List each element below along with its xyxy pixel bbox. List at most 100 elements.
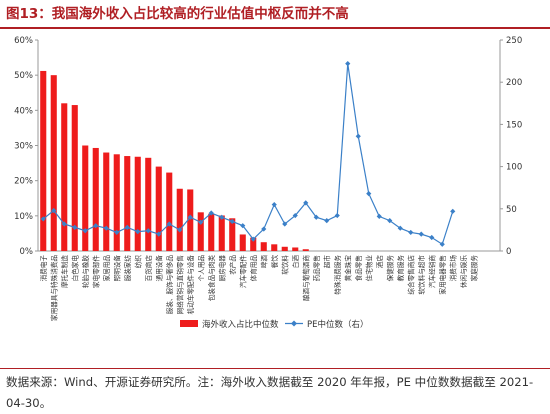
category-label: 厨房电器 [217, 255, 226, 282]
pe-point [429, 234, 435, 241]
bar [166, 172, 173, 251]
pe-point [51, 207, 57, 214]
chart-axes: 0% 10% 20% 30% 40% 50% 60% 0 50 100 150 200 250 [14, 36, 522, 257]
pe-point [397, 225, 403, 231]
pe-point [93, 223, 99, 229]
category-label: 汽车经销商 [427, 255, 436, 288]
category-label: 特殊消费服务 [333, 255, 342, 295]
category-label: 住宅物业 [364, 255, 373, 282]
category-label: 食品零售 [354, 255, 363, 281]
bar [197, 212, 204, 251]
pe-point [366, 191, 372, 197]
legend-bar-label: 海外收入占比中位数 [202, 319, 279, 330]
right-tick-label: 250 [506, 36, 522, 46]
category-label: 轮胎与橡胶 [81, 255, 90, 288]
bar [187, 189, 194, 251]
bar [218, 215, 225, 251]
source-rule [0, 368, 550, 369]
category-label: 保健服务 [385, 255, 394, 282]
pe-point [334, 212, 340, 219]
left-tick-label: 0% [20, 247, 34, 257]
category-label: 百货商店 [144, 255, 153, 282]
bar [145, 157, 152, 251]
category-label: 黄金珠宝 [343, 255, 352, 282]
category-label: 综合零售商店 [406, 255, 415, 295]
bar [92, 147, 99, 251]
bar [124, 156, 131, 251]
bar-series [40, 70, 309, 252]
category-label: 通用设备 [154, 255, 163, 282]
category-label: 体育用品 [249, 255, 258, 282]
category-label: 酒店 [375, 255, 384, 269]
bar [155, 166, 162, 251]
category-label: 网络营销与直销零售 [175, 255, 184, 314]
category-label: 家用电器零售 [438, 255, 447, 295]
pe-point [187, 214, 193, 220]
pe-point [177, 227, 183, 233]
category-label: 机动车零配件与设备 [186, 255, 195, 315]
pe-point [103, 225, 109, 231]
bar [208, 213, 215, 251]
category-label: 农产品 [228, 255, 237, 275]
category-label: 餐饮 [270, 255, 279, 269]
pe-point [313, 214, 319, 220]
bar [176, 188, 183, 251]
right-tick-label: 50 [506, 205, 517, 215]
category-label: 白酒 [291, 255, 300, 269]
source-note: 数据来源：Wind、开源证券研究所。注：海外收入数据截至 2020 年年报，PE… [6, 375, 534, 410]
pe-point [166, 221, 172, 227]
right-tick-label: 100 [506, 163, 522, 173]
pe-point [387, 218, 393, 224]
category-label: 汽车零配件 [238, 255, 247, 288]
right-tick-label: 150 [506, 120, 522, 130]
bar [292, 247, 299, 251]
figure-title: 图13：我国海外收入占比较高的行业估值中枢反而并不高 [6, 6, 349, 22]
bar [281, 246, 288, 251]
left-tick-label: 40% [14, 106, 33, 116]
line-series [40, 61, 456, 247]
bar [229, 218, 236, 251]
pe-point [145, 228, 151, 234]
category-label: 纺织 [133, 255, 142, 269]
bar [71, 105, 78, 251]
category-label: 软饮料 [280, 255, 289, 275]
pe-point [208, 210, 214, 216]
pe-point [72, 224, 78, 230]
pe-point [408, 229, 414, 236]
category-label: 教育服务 [396, 255, 405, 282]
category-label: 酿酒与葡萄酒商 [301, 255, 310, 302]
bar [40, 70, 47, 252]
pe-point [292, 212, 298, 219]
bar [271, 244, 278, 251]
category-label: 家用器具与特殊消费品 [49, 255, 58, 321]
bar [61, 103, 68, 251]
category-label: 休闲与娱乐 [459, 255, 468, 288]
bar [134, 156, 141, 251]
pe-point [261, 226, 267, 232]
chart: 0% 10% 20% 30% 40% 50% 60% 0 50 100 150 200 250 消费电子… [14, 36, 522, 330]
category-label: 照明设备 [112, 255, 121, 282]
left-tick-label: 10% [14, 212, 33, 222]
legend-line-marker [291, 320, 297, 327]
category-label: 家庭服务 [469, 255, 478, 282]
bar [302, 249, 309, 251]
pe-point [439, 241, 445, 247]
category-label: 个人用品 [197, 255, 205, 282]
legend-bar-swatch [180, 320, 198, 327]
pe-point [303, 200, 309, 206]
pe-point [450, 208, 456, 214]
bar [113, 154, 120, 251]
pe-point [61, 221, 67, 227]
pe-point [198, 219, 204, 225]
category-label: 超市 [322, 255, 331, 269]
pe-point [40, 216, 46, 222]
pe-line [42, 63, 454, 246]
pe-point [219, 214, 225, 220]
category-labels: 消费电子 家用器具与特殊消费品 摩托车制造 白色家电 轮胎与橡胶 家电零部件 家居用品 照明设… [39, 255, 479, 321]
left-tick-label: 20% [14, 177, 33, 187]
pe-point [114, 229, 120, 236]
category-label: 摩托车制造 [60, 255, 69, 288]
pe-point [282, 221, 288, 227]
category-label: 消费市场 [448, 255, 457, 282]
left-tick-label: 30% [14, 142, 33, 152]
